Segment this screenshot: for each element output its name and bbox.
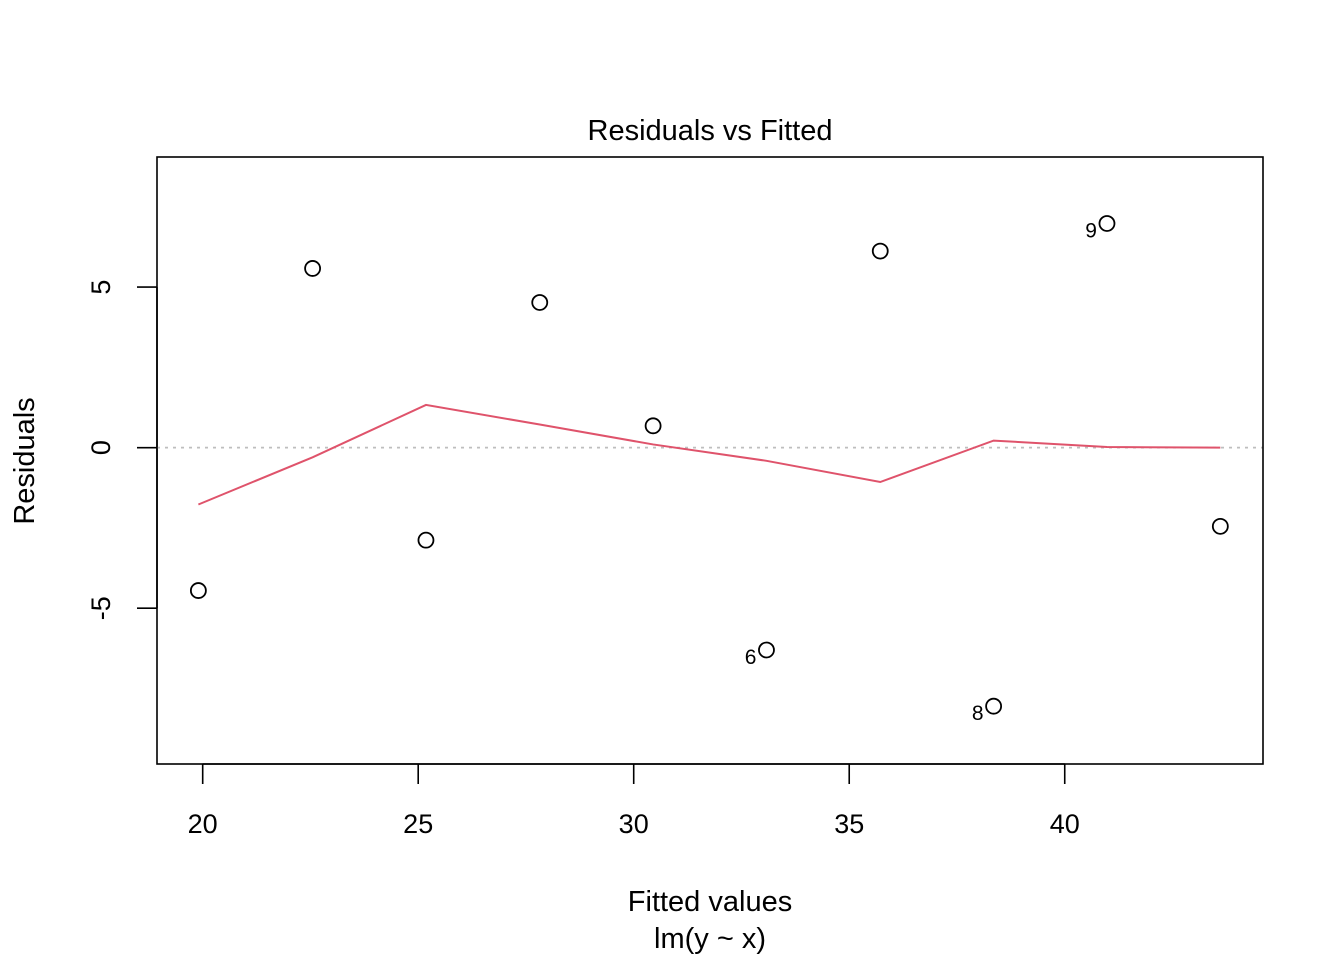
x-tick-label: 30 [619,809,649,839]
y-tick-label: 0 [86,440,116,455]
x-tick-label: 35 [834,809,864,839]
data-point-3 [531,294,549,311]
point-label-6: 6 [745,646,757,669]
data-point-4 [644,417,662,435]
y-tick-label: -5 [86,596,116,620]
data-point-1 [304,260,321,277]
y-axis-label: Residuals [9,397,41,524]
x-axis-label: Fitted values [628,886,792,918]
data-point-7 [985,697,1003,715]
data-point-6 [871,242,889,260]
data-point-8 [1098,215,1116,232]
data-point-2 [417,531,435,549]
x-tick-label: 25 [403,809,433,839]
point-label-9: 9 [1085,219,1097,242]
chart-title: Residuals vs Fitted [588,115,833,147]
plot-frame [156,156,1264,765]
data-point-0 [189,582,207,599]
x-axis-sublabel: lm(y ~ x) [654,923,766,955]
data-point-5 [758,641,775,659]
y-tick-label: 5 [86,280,116,295]
smooth-line [197,403,1221,506]
point-label-8: 8 [972,702,984,725]
x-tick-label: 20 [188,809,218,839]
x-tick-label: 40 [1050,809,1080,839]
data-point-9 [1211,517,1229,535]
